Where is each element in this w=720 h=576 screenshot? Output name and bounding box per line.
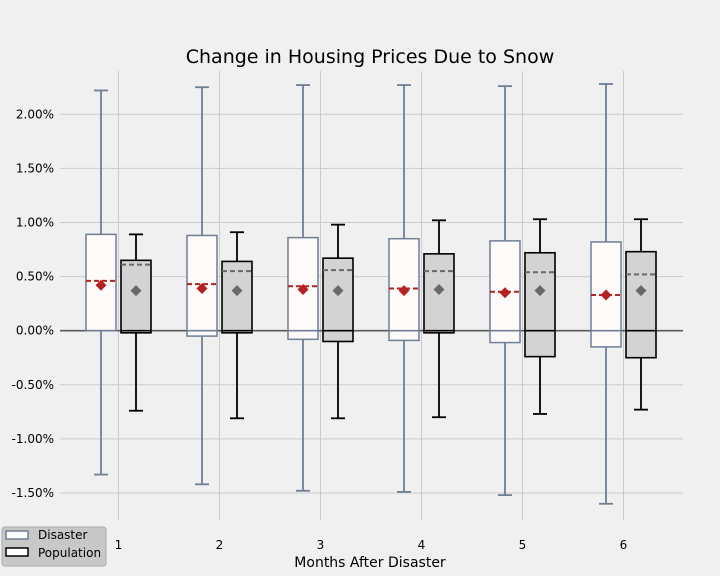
y-tick-label: -1.50% [12, 486, 54, 500]
y-tick-label: 0.00% [16, 324, 54, 338]
y-tick-label: 0.50% [16, 270, 54, 284]
y-axis: -1.50% -1.00% -0.50% 0.00% 0.50% 1.00% 1.50% 2.… [12, 107, 54, 500]
disaster-mean-marker [196, 282, 208, 294]
x-tick-label: 4 [418, 538, 426, 552]
population-mean-marker [433, 284, 445, 296]
legend: Disaster Population [1, 526, 107, 567]
x-axis: 1 2 3 4 5 6 [115, 538, 628, 552]
legend-label-disaster: Disaster [38, 528, 88, 542]
y-tick-label: 2.00% [16, 107, 54, 121]
disaster-box [287, 236, 319, 341]
grid [60, 71, 683, 520]
disaster-mean-marker [297, 284, 309, 296]
legend-label-population: Population [38, 546, 101, 560]
population-mean-marker [635, 285, 647, 297]
legend-swatch-disaster [5, 530, 29, 540]
x-tick-label: 3 [317, 538, 325, 552]
y-tick-label: 1.00% [16, 215, 54, 229]
population-box-group [322, 223, 354, 420]
chart-title: Change in Housing Prices Due to Snow [186, 46, 555, 68]
disaster-mean-marker [499, 287, 511, 299]
population-box-group [423, 219, 455, 419]
population-mean-marker [130, 285, 142, 297]
population-mean-marker [534, 285, 546, 297]
population-box-group [625, 218, 657, 411]
x-tick-label: 6 [620, 538, 628, 552]
population-box-group [221, 231, 253, 420]
x-axis-label: Months After Disaster [294, 555, 446, 571]
x-tick-label: 2 [216, 538, 224, 552]
disaster-box-group [85, 89, 117, 476]
disaster-box-group [287, 84, 319, 492]
population-box [221, 260, 253, 334]
x-tick-label: 1 [115, 538, 123, 552]
legend-swatch-population [5, 547, 29, 557]
disaster-box-group [388, 84, 420, 493]
population-box [524, 251, 556, 358]
plot-area [60, 83, 683, 505]
y-tick-label: -1.00% [12, 432, 54, 446]
population-box [120, 259, 152, 334]
disaster-mean-marker [600, 289, 612, 301]
y-tick-label: -0.50% [12, 378, 54, 392]
population-box [625, 250, 657, 359]
disaster-box-group [186, 86, 218, 486]
population-box [322, 257, 354, 343]
population-box-group [120, 233, 152, 412]
population-box-group [524, 218, 556, 415]
population-mean-marker [231, 285, 243, 297]
y-tick-label: 1.50% [16, 161, 54, 175]
disaster-box-group [590, 83, 622, 505]
x-tick-label: 5 [519, 538, 527, 552]
disaster-box-group [489, 85, 521, 497]
disaster-mean-marker [95, 279, 107, 291]
disaster-mean-marker [398, 285, 410, 297]
population-mean-marker [332, 285, 344, 297]
